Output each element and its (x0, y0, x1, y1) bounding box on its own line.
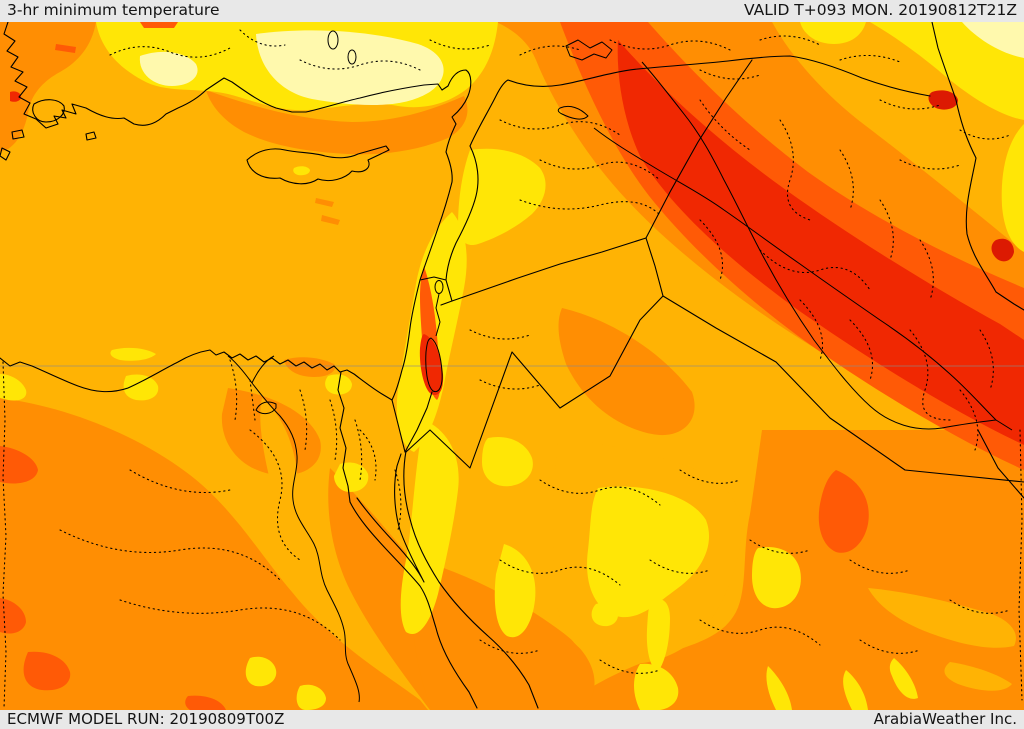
valid-time-label: VALID T+093 MON. 20190812T21Z (744, 1, 1017, 20)
temp-region-yellow (1001, 124, 1024, 252)
israel-jordan-border (404, 391, 433, 453)
suez-canal (337, 371, 351, 503)
temp-region-yellow (646, 598, 670, 672)
temp-region-orange-red (818, 470, 869, 553)
jordan-saudi-border (405, 295, 664, 469)
temp-region-amber (944, 662, 1012, 691)
temp-region-yellow (800, 22, 866, 44)
jordan-iraq-border (645, 237, 664, 297)
header-bar: 3-hr minimum temperature VALID T+093 MON… (0, 0, 1024, 22)
gulf-of-suez-red-sea-west-coast (349, 501, 478, 709)
temp-region-yellow (766, 658, 918, 710)
weather-map (0, 22, 1024, 710)
iraq-saudi-border (662, 295, 1024, 499)
mediterranean-coastline (0, 22, 472, 401)
ataturk-reservoir (565, 39, 613, 61)
admin-border (699, 99, 994, 451)
fayoum-depression (255, 401, 277, 415)
temp-region-red-dead-sea (419, 334, 444, 396)
footer-bar: ECMWF MODEL RUN: 20190809T00Z ArabiaWeat… (0, 710, 1024, 729)
temp-region-yellow (752, 546, 801, 609)
cyprus-island (246, 145, 390, 185)
admin-borders-layer (2, 29, 1023, 709)
attribution-label: ArabiaWeather Inc. (873, 710, 1017, 728)
temp-region-yellow-saudi (587, 486, 710, 618)
temp-region-yellow-cyprus (293, 166, 310, 176)
temp-region-yellow (494, 544, 536, 638)
sinai-coast (356, 453, 425, 583)
lake-assad (557, 105, 589, 120)
temp-region-yellow (482, 436, 533, 487)
page-title: 3-hr minimum temperature (7, 1, 220, 20)
aegean-islands (0, 129, 97, 161)
temp-region-yellow (334, 462, 369, 492)
jordan-river (435, 293, 441, 337)
model-run-label: ECMWF MODEL RUN: 20190809T00Z (7, 710, 285, 728)
turkish-lake (347, 49, 357, 65)
temp-region-orange (206, 90, 468, 155)
euphrates-river (593, 127, 1013, 431)
temp-region-yellow (458, 148, 546, 246)
tigris-river (641, 61, 997, 430)
red-sea-arabian-coast (403, 450, 539, 709)
temp-region-red (10, 91, 21, 102)
temp-region-yellow (591, 602, 618, 627)
admin-border (2, 359, 402, 709)
admin-border (109, 29, 1011, 170)
temp-region-orange (0, 398, 428, 710)
temp-region-deep-red (928, 90, 1014, 262)
temp-region-pale-yellow (962, 22, 1024, 58)
temp-region-orange (412, 560, 595, 710)
country-borders-layer (391, 22, 1024, 499)
sea-of-galilee (434, 280, 444, 294)
temp-region-pale-yellow (139, 51, 198, 86)
temp-region-orange (328, 468, 552, 710)
nile-river (251, 382, 360, 703)
lebanon-syria-border (445, 145, 479, 281)
israel-lebanon-border (419, 276, 453, 302)
water-features-layer (227, 30, 1013, 703)
temp-region-amber (260, 398, 332, 622)
temp-region-orange (0, 22, 96, 152)
temp-region-red-iraq (617, 40, 1024, 445)
temp-region-orange (315, 198, 340, 225)
turkey-syria-iraq-border (469, 55, 931, 147)
syria-iraq-border (645, 59, 753, 239)
nile-delta-branches (227, 355, 275, 384)
coastline-layer (0, 22, 539, 709)
iran-border (931, 22, 1024, 311)
temp-region-orange (284, 357, 336, 377)
temp-region-pale-yellow (256, 30, 444, 106)
temp-region-orange (558, 308, 695, 436)
egypt-israel-border (391, 399, 406, 453)
temp-region-orange-red (23, 651, 227, 710)
temp-region-amber (868, 588, 1016, 648)
temp-region-yellow (870, 22, 1024, 120)
dead-sea (425, 337, 443, 393)
turkish-lake (327, 30, 339, 50)
temp-region-orange-red (55, 22, 178, 53)
rhodes-island (32, 99, 65, 123)
